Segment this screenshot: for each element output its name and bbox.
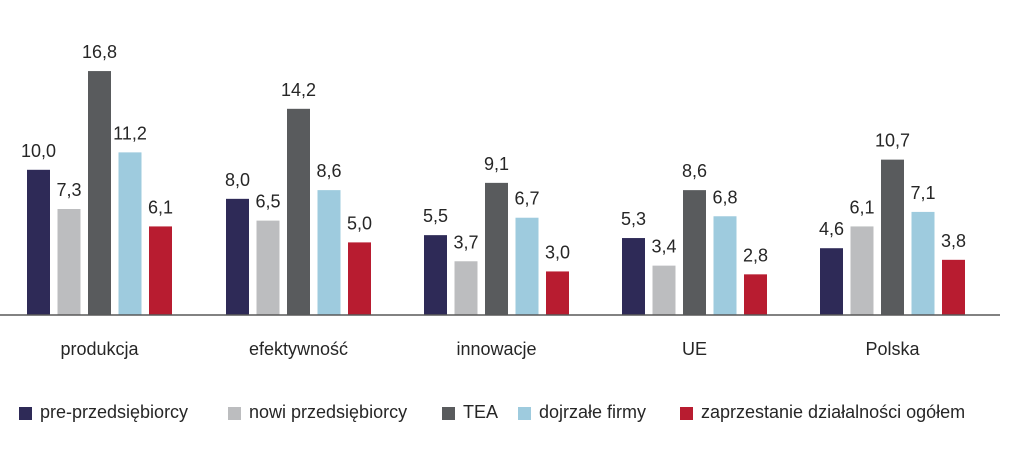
bar-produkcja-nowi-przedsiebiorcy xyxy=(57,209,81,315)
legend-label-dojrzale-firmy: dojrzałe firmy xyxy=(539,402,646,422)
value-label-efektywnosc-tea: 14,2 xyxy=(281,80,316,100)
bar-polska-dojrzale-firmy xyxy=(911,211,935,315)
value-label-efektywnosc-nowi-przedsiebiorcy: 6,5 xyxy=(255,192,280,212)
bar-innowacje-tea xyxy=(485,182,508,315)
value-label-polska-pre-przedsiebiorcy: 4,6 xyxy=(819,219,844,239)
legend-label-nowi-przedsiebiorcy: nowi przedsiębiorcy xyxy=(249,402,407,422)
bar-innowacje-zaprzestanie-dzialalnosci-ogolem xyxy=(546,271,569,315)
legend-swatch-dojrzale-firmy xyxy=(518,407,531,420)
legend-swatch-nowi-przedsiebiorcy xyxy=(228,407,241,420)
legend-label-pre-przedsiebiorcy: pre-przedsiębiorcy xyxy=(40,402,188,422)
category-label-efektywnosc: efektywność xyxy=(249,339,348,359)
bar-ue-zaprzestanie-dzialalnosci-ogolem xyxy=(744,274,767,315)
bar-ue-dojrzale-firmy xyxy=(713,216,737,315)
bar-efektywnosc-tea xyxy=(287,108,310,315)
category-label-ue: UE xyxy=(682,339,707,359)
bar-ue-pre-przedsiebiorcy xyxy=(622,238,645,315)
category-labels-layer: produkcja efektywność innowacje UE Polska xyxy=(60,339,920,359)
bar-produkcja-pre-przedsiebiorcy xyxy=(27,169,50,315)
legend: pre-przedsiębiorcy nowi przedsiębiorcy TEA… xyxy=(19,402,965,422)
bar-efektywnosc-pre-przedsiebiorcy xyxy=(226,198,249,315)
value-label-ue-tea: 8,6 xyxy=(682,161,707,181)
value-label-efektywnosc-zaprzestanie-dzialalnosci-ogolem: 5,0 xyxy=(347,213,372,233)
value-label-ue-nowi-przedsiebiorcy: 3,4 xyxy=(651,237,676,257)
bar-polska-tea xyxy=(881,159,904,315)
bar-efektywnosc-zaprzestanie-dzialalnosci-ogolem xyxy=(348,242,371,315)
value-labels-layer: 10,07,3 16,8 11,2 6,1 8,06,5 14,2 8,6 5,0 5,53,7… xyxy=(21,42,966,265)
value-label-ue-dojrzale-firmy: 6,8 xyxy=(712,187,737,207)
value-label-innowacje-tea: 9,1 xyxy=(484,154,509,174)
bar-ue-nowi-przedsiebiorcy xyxy=(652,265,676,315)
value-label-efektywnosc-dojrzale-firmy: 8,6 xyxy=(316,161,341,181)
bar-efektywnosc-dojrzale-firmy xyxy=(317,190,341,315)
value-label-innowacje-nowi-przedsiebiorcy: 3,7 xyxy=(453,232,478,252)
legend-label-zaprzestanie-dzialalnosci-ogolem: zaprzestanie działalności ogółem xyxy=(701,402,965,422)
bar-produkcja-tea xyxy=(88,71,111,316)
value-label-polska-tea: 10,7 xyxy=(875,131,910,151)
bar-ue-tea xyxy=(683,190,706,315)
value-label-polska-dojrzale-firmy: 7,1 xyxy=(910,183,935,203)
value-label-innowacje-dojrzale-firmy: 6,7 xyxy=(514,189,539,209)
bar-innowacje-nowi-przedsiebiorcy xyxy=(454,261,478,315)
bar-produkcja-zaprzestanie-dzialalnosci-ogolem xyxy=(149,226,172,315)
legend-swatch-tea xyxy=(442,407,455,420)
value-label-produkcja-tea: 16,8 xyxy=(82,42,117,62)
legend-swatch-zaprzestanie-dzialalnosci-ogolem xyxy=(680,407,693,420)
legend-swatch-pre-przedsiebiorcy xyxy=(19,407,32,420)
value-label-ue-pre-przedsiebiorcy: 5,3 xyxy=(621,209,646,229)
category-label-produkcja: produkcja xyxy=(60,339,139,359)
category-label-polska: Polska xyxy=(865,339,920,359)
value-label-polska-zaprzestanie-dzialalnosci-ogolem: 3,8 xyxy=(941,231,966,251)
value-label-efektywnosc-pre-przedsiebiorcy: 8,0 xyxy=(225,170,250,190)
bar-innowacje-pre-przedsiebiorcy xyxy=(424,235,447,315)
bar-polska-zaprzestanie-dzialalnosci-ogolem xyxy=(942,259,965,315)
bar-polska-pre-przedsiebiorcy xyxy=(820,248,843,315)
bar-efektywnosc-nowi-przedsiebiorcy xyxy=(256,220,280,315)
category-label-innowacje: innowacje xyxy=(456,339,536,359)
bars-layer xyxy=(27,71,965,316)
bar-polska-nowi-przedsiebiorcy xyxy=(850,226,874,315)
value-label-produkcja-pre-przedsiebiorcy: 10,0 xyxy=(21,141,56,161)
value-label-produkcja-dojrzale-firmy: 11,2 xyxy=(113,123,147,143)
value-label-innowacje-pre-przedsiebiorcy: 5,5 xyxy=(423,206,448,226)
value-label-ue-zaprzestanie-dzialalnosci-ogolem: 2,8 xyxy=(743,245,768,265)
bar-produkcja-dojrzale-firmy xyxy=(118,152,142,315)
value-label-produkcja-zaprzestanie-dzialalnosci-ogolem: 6,1 xyxy=(148,197,173,217)
value-label-produkcja-nowi-przedsiebiorcy: 7,3 xyxy=(56,180,81,200)
legend-label-tea: TEA xyxy=(463,402,498,422)
value-label-innowacje-zaprzestanie-dzialalnosci-ogolem: 3,0 xyxy=(545,242,570,262)
value-label-polska-nowi-przedsiebiorcy: 6,1 xyxy=(849,197,874,217)
bar-innowacje-dojrzale-firmy xyxy=(515,217,539,315)
